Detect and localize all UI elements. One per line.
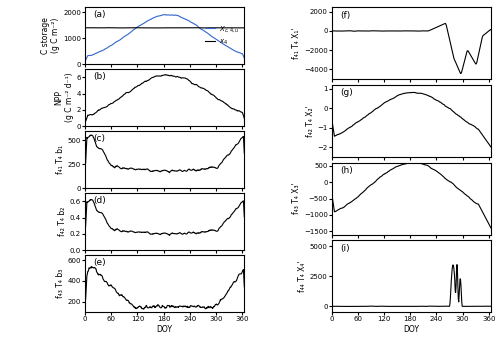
Text: (i): (i) xyxy=(340,244,349,253)
Text: (h): (h) xyxy=(340,166,353,175)
Y-axis label: f₄₄ T₄ X₄': f₄₄ T₄ X₄' xyxy=(298,261,307,292)
Text: (f): (f) xyxy=(340,10,350,19)
Text: (d): (d) xyxy=(93,196,106,205)
X-axis label: DOY: DOY xyxy=(157,325,173,334)
X-axis label: DOY: DOY xyxy=(403,325,419,334)
Y-axis label: C storage
(g C m⁻²): C storage (g C m⁻²) xyxy=(41,17,60,54)
Y-axis label: f₄₃ T₄ b₃: f₄₃ T₄ b₃ xyxy=(56,269,65,298)
Y-axis label: f₄₁ T₄ X₁': f₄₁ T₄ X₁' xyxy=(292,27,301,59)
Y-axis label: NPP
(g C m⁻² d⁻¹): NPP (g C m⁻² d⁻¹) xyxy=(54,73,74,122)
Text: (e): (e) xyxy=(93,258,106,267)
Y-axis label: f₄₁ T₄ b₁: f₄₁ T₄ b₁ xyxy=(56,145,65,174)
Text: (c): (c) xyxy=(93,134,105,143)
Text: (b): (b) xyxy=(93,72,106,81)
Y-axis label: f₄₂ T₄ b₂: f₄₂ T₄ b₂ xyxy=(58,207,67,236)
Legend: $X_{c, 4, u}$, $x_4$: $X_{c, 4, u}$, $x_4$ xyxy=(203,23,241,48)
Y-axis label: f₄₂ T₄ X₂': f₄₂ T₄ X₂' xyxy=(306,105,315,137)
Y-axis label: f₄₃ T₄ X₃': f₄₃ T₄ X₃' xyxy=(292,183,301,214)
Text: (a): (a) xyxy=(93,10,106,19)
Text: (g): (g) xyxy=(340,88,353,97)
